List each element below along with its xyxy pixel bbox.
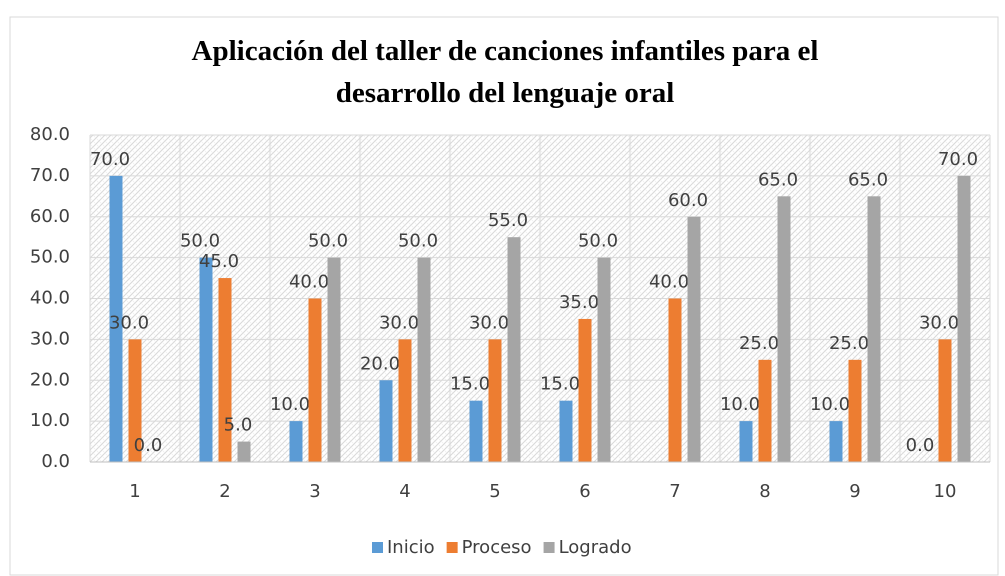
legend-label: Inicio bbox=[387, 537, 435, 558]
data-label: 45.0 bbox=[199, 251, 239, 272]
bar bbox=[289, 421, 303, 462]
data-label: 10.0 bbox=[810, 394, 850, 415]
bar bbox=[668, 298, 682, 462]
bar bbox=[739, 421, 753, 462]
bar bbox=[469, 400, 483, 462]
bar bbox=[867, 196, 881, 462]
bar bbox=[398, 339, 412, 462]
y-tick-label: 20.0 bbox=[30, 369, 70, 390]
data-label: 50.0 bbox=[308, 231, 348, 252]
data-label: 65.0 bbox=[848, 169, 888, 190]
bar bbox=[687, 216, 701, 462]
x-tick-label: 5 bbox=[489, 481, 500, 502]
data-label: 55.0 bbox=[488, 210, 528, 231]
x-tick-label: 3 bbox=[309, 481, 320, 502]
bar bbox=[938, 339, 952, 462]
bar bbox=[507, 237, 521, 462]
legend-label: Proceso bbox=[462, 537, 532, 558]
data-label: 25.0 bbox=[829, 333, 869, 354]
x-tick-label: 7 bbox=[669, 481, 680, 502]
y-tick-label: 30.0 bbox=[30, 328, 70, 349]
data-label: 60.0 bbox=[668, 190, 708, 211]
bar bbox=[848, 359, 862, 462]
data-label: 40.0 bbox=[649, 272, 689, 293]
y-tick-label: 10.0 bbox=[30, 410, 70, 431]
legend-swatch bbox=[372, 542, 383, 553]
data-label: 70.0 bbox=[938, 149, 978, 170]
data-label: 10.0 bbox=[720, 394, 760, 415]
x-tick-label: 8 bbox=[759, 481, 770, 502]
bar bbox=[597, 257, 611, 462]
data-label: 35.0 bbox=[559, 292, 599, 313]
legend-swatch bbox=[446, 542, 458, 553]
data-label: 25.0 bbox=[739, 333, 779, 354]
y-tick-label: 70.0 bbox=[30, 165, 70, 186]
data-label: 15.0 bbox=[540, 374, 580, 395]
y-tick-label: 0.0 bbox=[41, 451, 70, 472]
x-tick-label: 4 bbox=[399, 481, 410, 502]
bar bbox=[559, 400, 573, 462]
bar bbox=[758, 359, 772, 462]
bar bbox=[109, 175, 123, 462]
bar bbox=[128, 339, 142, 462]
bar bbox=[379, 380, 393, 462]
bar bbox=[237, 441, 251, 462]
data-label: 30.0 bbox=[469, 312, 509, 333]
legend-swatch bbox=[543, 542, 555, 553]
data-label: 40.0 bbox=[289, 272, 329, 293]
y-tick-label: 80.0 bbox=[30, 124, 70, 145]
y-tick-label: 50.0 bbox=[30, 247, 70, 268]
x-tick-label: 9 bbox=[849, 481, 860, 502]
bar bbox=[829, 421, 843, 462]
data-label: 30.0 bbox=[109, 312, 149, 333]
x-tick-label: 1 bbox=[129, 481, 140, 502]
y-tick-label: 40.0 bbox=[30, 288, 70, 309]
bar bbox=[777, 196, 791, 462]
chart-title: Aplicación del taller de canciones infan… bbox=[191, 35, 819, 109]
legend-label: Logrado bbox=[559, 537, 632, 558]
data-label: 65.0 bbox=[758, 169, 798, 190]
x-tick-label: 10 bbox=[934, 481, 957, 502]
data-label: 30.0 bbox=[379, 312, 419, 333]
bar bbox=[578, 318, 592, 462]
data-label: 5.0 bbox=[224, 415, 253, 436]
y-tick-label: 60.0 bbox=[30, 206, 70, 227]
data-label: 0.0 bbox=[134, 435, 163, 456]
bar bbox=[327, 257, 341, 462]
data-label: 10.0 bbox=[270, 394, 310, 415]
x-tick-label: 2 bbox=[219, 481, 230, 502]
data-label: 70.0 bbox=[90, 149, 130, 170]
bar bbox=[308, 298, 322, 462]
data-label: 30.0 bbox=[919, 312, 959, 333]
bar bbox=[957, 175, 971, 462]
data-label: 50.0 bbox=[398, 231, 438, 252]
bar bbox=[417, 257, 431, 462]
data-label: 15.0 bbox=[450, 374, 490, 395]
data-label: 20.0 bbox=[360, 353, 400, 374]
data-label: 50.0 bbox=[578, 231, 618, 252]
data-label: 50.0 bbox=[180, 231, 220, 252]
bar bbox=[199, 257, 213, 462]
x-tick-label: 6 bbox=[579, 481, 590, 502]
bar bbox=[218, 278, 232, 462]
data-label: 0.0 bbox=[906, 435, 935, 456]
bar bbox=[488, 339, 502, 462]
